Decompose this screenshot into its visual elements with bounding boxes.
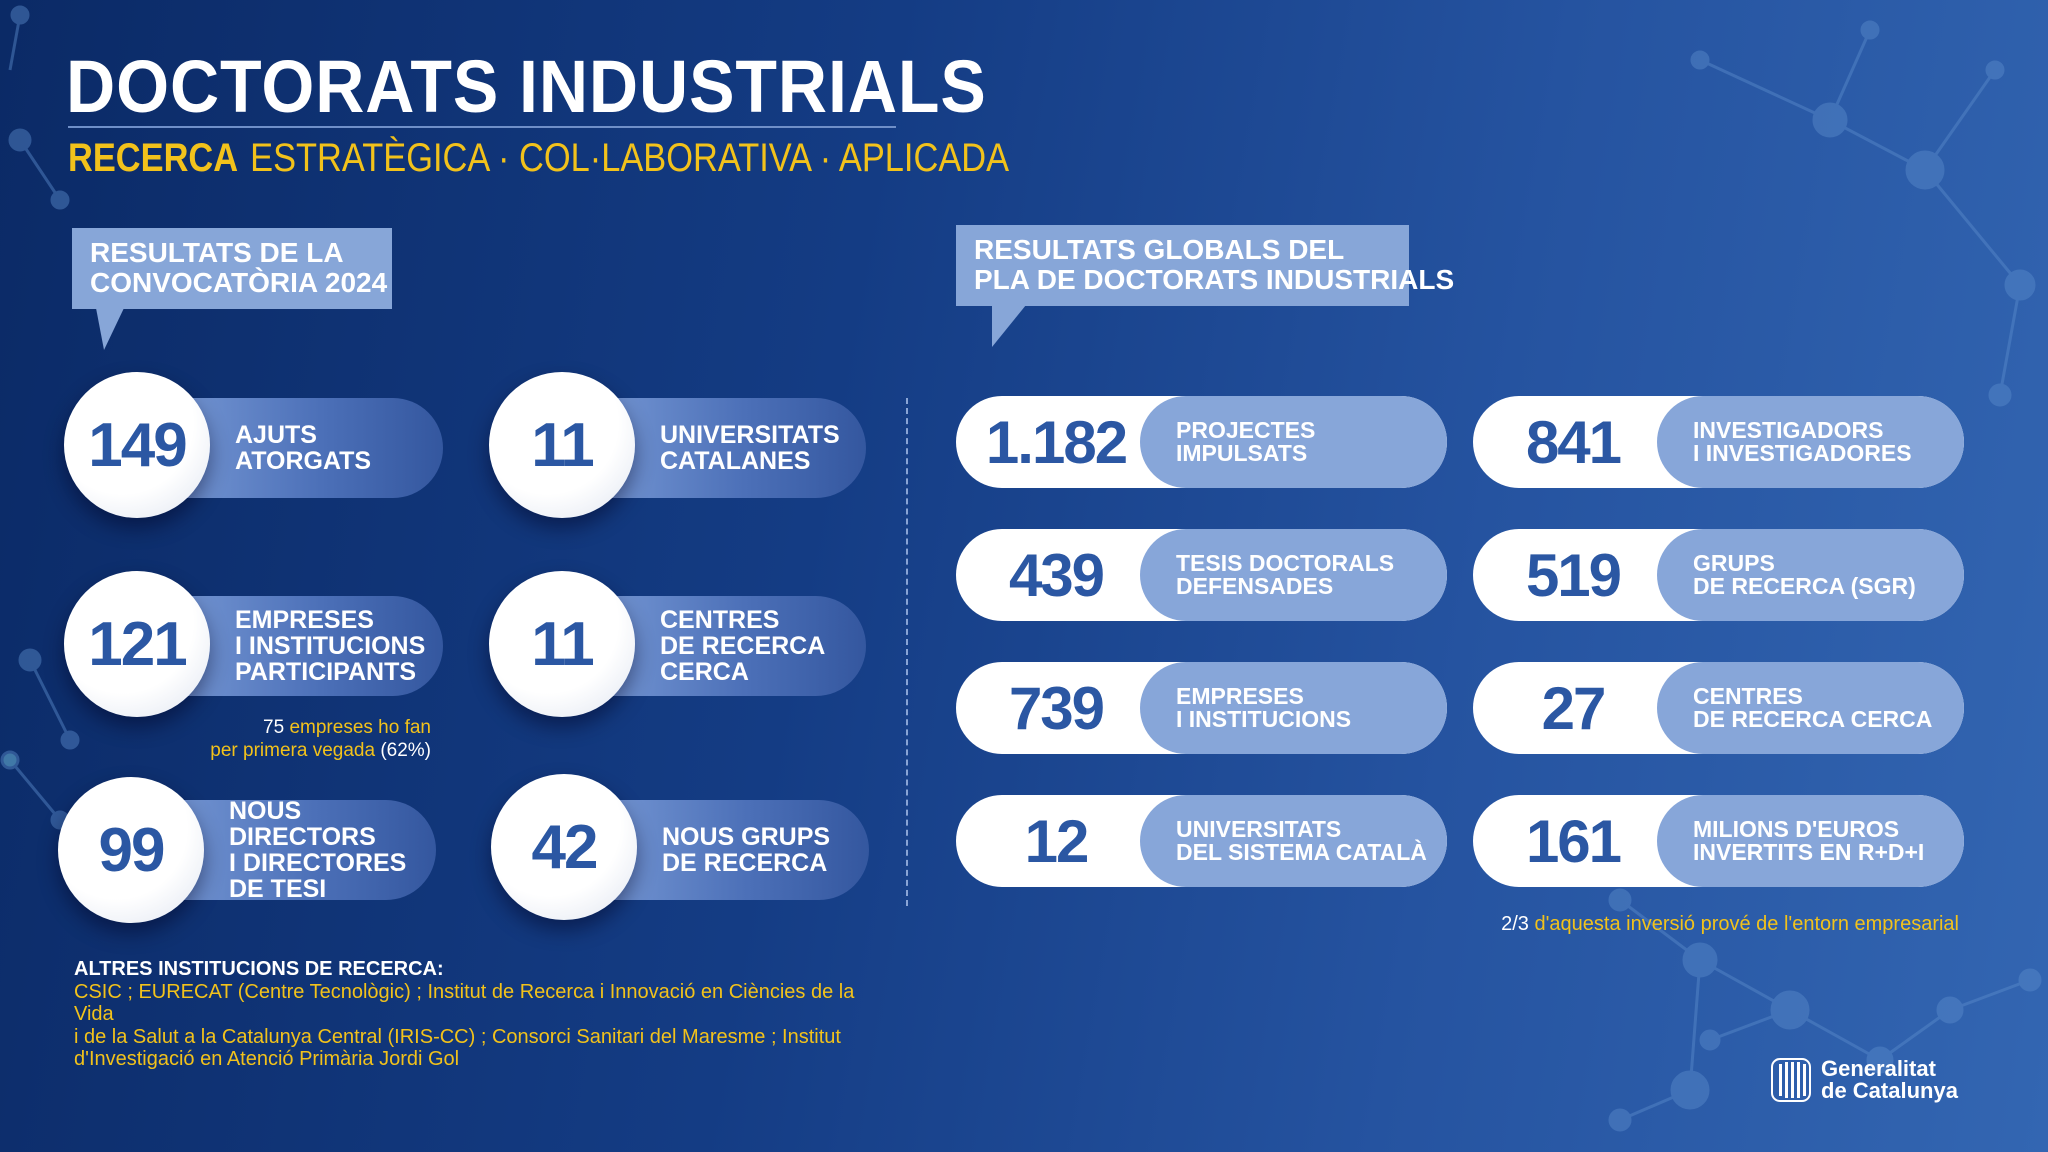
label-line: CERCA	[660, 658, 749, 686]
global-stat-pill: 1.182 PROJECTES IMPULSATS	[956, 396, 1447, 488]
global-stat-label: MILIONS D'EUROS INVERTITS EN R+D+I	[1657, 795, 1964, 887]
global-stat-pill: 519 GRUPS DE RECERCA (SGR)	[1473, 529, 1964, 621]
global-stat-value: 27	[1541, 674, 1607, 742]
global-stat-value: 739	[1008, 674, 1105, 742]
label-line: CENTRES	[1693, 683, 1803, 709]
label-line: NOUS DIRECTORS	[229, 797, 376, 851]
label-line: CENTRES	[660, 606, 780, 634]
label-line: PARTICIPANTS	[235, 658, 417, 686]
page-title: DOCTORATS INDUSTRIALS	[66, 45, 987, 128]
label-line: MILIONS D'EUROS	[1693, 816, 1900, 842]
global-stat-pill: 12 UNIVERSITATS DEL SISTEMA CATALÀ	[956, 795, 1447, 887]
section-tag-convocatoria: RESULTATS DE LA CONVOCATÒRIA 2024	[72, 228, 392, 309]
generalitat-emblem-icon	[1771, 1058, 1811, 1102]
label-line: CATALANES	[660, 447, 811, 475]
global-stat-value: 841	[1525, 408, 1622, 476]
stat-value-circle: 42	[491, 774, 637, 920]
global-stat-value: 12	[1024, 807, 1090, 875]
label-line: DEL SISTEMA CATALÀ	[1176, 839, 1427, 865]
label-line: DE TESI	[229, 875, 327, 903]
global-stat-pill: 841 INVESTIGADORS I INVESTIGADORES	[1473, 396, 1964, 488]
label-line: DEFENSADES	[1176, 573, 1334, 599]
logo-line: Generalitat	[1821, 1056, 1936, 1081]
label-line: EMPRESES	[235, 606, 374, 634]
institutions-line: CSIC ; EURECAT (Centre Tecnològic) ; Ins…	[74, 980, 855, 1026]
other-institutions-heading: ALTRES INSTITUCIONS DE RECERCA:	[74, 958, 444, 980]
other-institutions: ALTRES INSTITUCIONS DE RECERCA: CSIC ; E…	[74, 958, 894, 1071]
label-line: DE RECERCA CERCA	[1693, 706, 1933, 732]
section-divider	[906, 398, 908, 906]
label-line: UNIVERSITATS	[660, 421, 840, 449]
subtitle-bold: RECERCA	[68, 136, 239, 180]
global-stat-label: INVESTIGADORS I INVESTIGADORES	[1657, 396, 1964, 488]
label-line: INVERTITS EN R+D+I	[1693, 839, 1925, 865]
global-stat-value: 161	[1525, 807, 1622, 875]
global-stat-pill: 27 CENTRES DE RECERCA CERCA	[1473, 662, 1964, 754]
global-stat-pill: 739 EMPRESES I INSTITUCIONS	[956, 662, 1447, 754]
tag-line: RESULTATS GLOBALS DEL	[974, 234, 1345, 265]
stat-value-circle: 11	[489, 571, 635, 717]
tag-line: RESULTATS DE LA	[90, 237, 344, 268]
label-line: DE RECERCA	[660, 632, 826, 660]
label-line: I DIRECTORES	[229, 849, 407, 877]
label-line: INVESTIGADORS	[1693, 417, 1884, 443]
label-line: I INSTITUCIONS	[235, 632, 426, 660]
label-line: DE RECERCA (SGR)	[1693, 573, 1916, 599]
label-line: I INSTITUCIONS	[1176, 706, 1352, 732]
global-stat-label: UNIVERSITATS DEL SISTEMA CATALÀ	[1140, 795, 1447, 887]
section-tag-global: RESULTATS GLOBALS DEL PLA DE DOCTORATS IN…	[956, 225, 1455, 306]
page-subtitle: RECERCA ESTRATÈGICA · COL·LABORATIVA · AP…	[68, 136, 1009, 181]
stat-value-circle: 11	[489, 372, 635, 518]
global-stat-pill: 161 MILIONS D'EUROS INVERTITS EN R+D+I	[1473, 795, 1964, 887]
label-line: EMPRESES	[1176, 683, 1304, 709]
title-divider	[68, 126, 896, 128]
institutions-line: d'Investigació en Atenció Primària Jordi…	[74, 1048, 460, 1070]
tag-line: CONVOCATÒRIA 2024	[90, 267, 388, 298]
tag-pointer	[992, 305, 1026, 347]
label-line: PROJECTES	[1176, 417, 1316, 443]
investment-note: 2/3 d'aquesta inversió prové de l'entorn…	[1501, 913, 1959, 935]
global-stat-value: 519	[1525, 541, 1622, 609]
global-stat-value: 1.182	[985, 408, 1128, 476]
label-line: ATORGATS	[235, 447, 372, 475]
stat-value-circle: 149	[64, 372, 210, 518]
global-stat-label: EMPRESES I INSTITUCIONS	[1140, 662, 1447, 754]
label-line: AJUTS	[235, 421, 317, 449]
subtitle-rest: ESTRATÈGICA · COL·LABORATIVA · APLICADA	[250, 136, 1010, 180]
label-line: UNIVERSITATS	[1176, 816, 1342, 842]
global-stat-label: PROJECTES IMPULSATS	[1140, 396, 1447, 488]
stat-value-circle: 99	[58, 777, 204, 923]
label-line: TESIS DOCTORALS	[1176, 550, 1395, 576]
global-stat-label: TESIS DOCTORALS DEFENSADES	[1140, 529, 1447, 621]
logo-line: de Catalunya	[1821, 1078, 1958, 1103]
institutions-line: i de la Salut a la Catalunya Central (IR…	[74, 1025, 841, 1048]
generalitat-logo: Generalitat de Catalunya	[1771, 1058, 1958, 1102]
tag-line: PLA DE DOCTORATS INDUSTRIALS	[974, 264, 1455, 295]
stat-value-circle: 121	[64, 571, 210, 717]
global-stat-label: GRUPS DE RECERCA (SGR)	[1657, 529, 1964, 621]
label-line: IMPULSATS	[1176, 440, 1308, 466]
label-line: NOUS GRUPS	[662, 823, 831, 851]
companies-first-time-note: 75 empreses ho fan per primera vegada (6…	[210, 717, 431, 761]
label-line: GRUPS	[1693, 550, 1775, 576]
tag-pointer	[96, 308, 124, 350]
global-stat-pill: 439 TESIS DOCTORALS DEFENSADES	[956, 529, 1447, 621]
label-line: I INVESTIGADORES	[1693, 440, 1912, 466]
global-stat-label: CENTRES DE RECERCA CERCA	[1657, 662, 1964, 754]
global-stat-value: 439	[1008, 541, 1105, 609]
label-line: DE RECERCA	[662, 849, 828, 877]
